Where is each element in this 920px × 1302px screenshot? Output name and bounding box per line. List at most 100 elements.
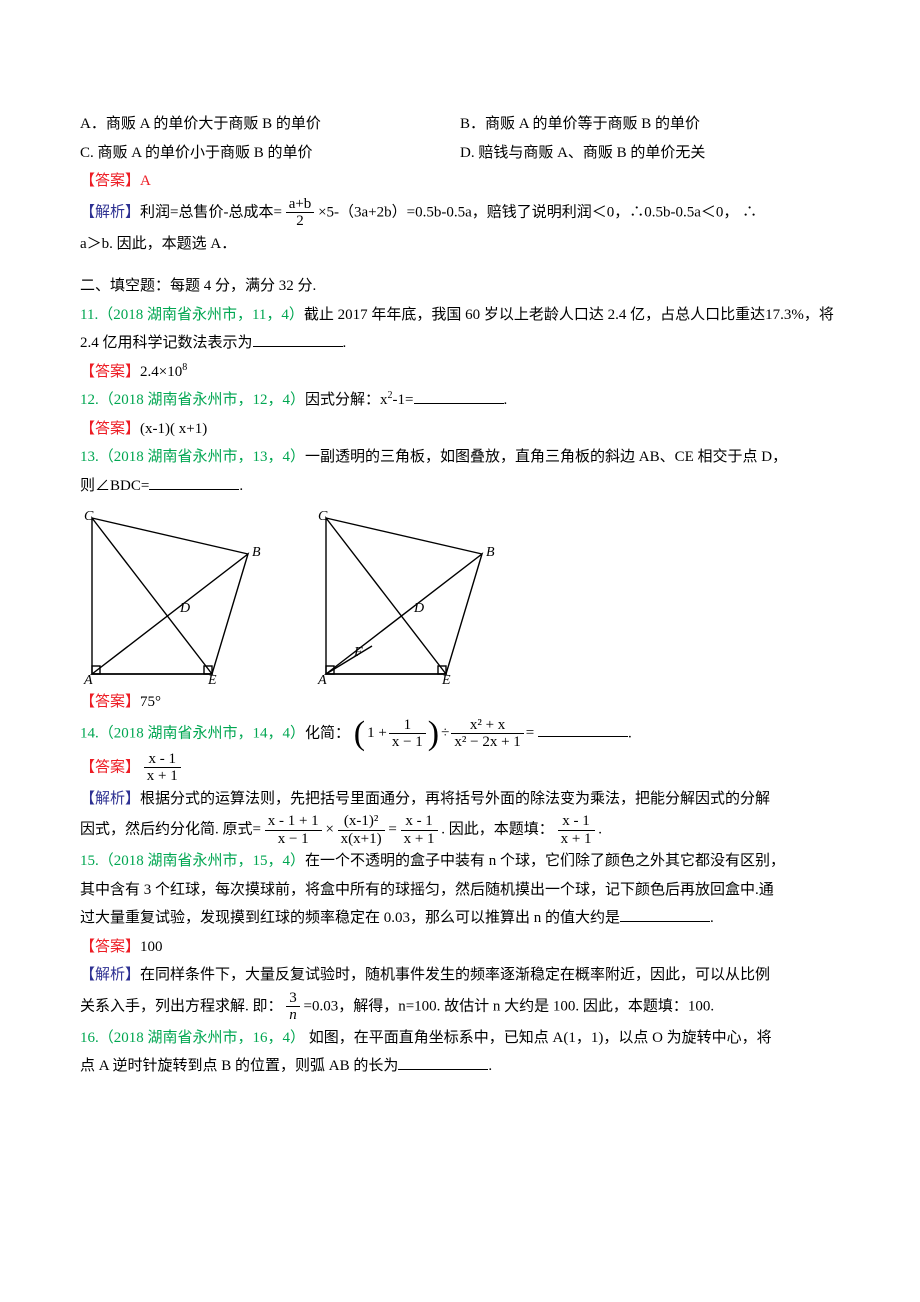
q13-answer-value: 75° <box>140 694 161 710</box>
section2-title: 二、填空题：每题 4 分，满分 32 分. <box>80 272 840 301</box>
frac-den: x − 1 <box>389 734 426 751</box>
q14-div: ÷ <box>441 719 449 748</box>
q16-line1: 16.（2018 湖南省永州市，16，4） 如图，在平面直角坐标系中，已知点 A… <box>80 1024 840 1053</box>
q13-blank <box>149 474 239 490</box>
q14-jiexi-b-pre: 因式，然后约分化简. 原式= <box>80 821 261 837</box>
q14-f4: x - 1x + 1 <box>558 813 595 847</box>
answer-label: 【答案】 <box>80 173 140 189</box>
svg-text:B: B <box>252 545 261 560</box>
q14-times: × <box>325 821 333 837</box>
answer-label: 【答案】 <box>80 759 140 775</box>
q11-blank <box>253 331 343 347</box>
q15-answer-value: 100 <box>140 939 163 955</box>
frac-num: a+b <box>286 196 315 214</box>
frac-den: x(x+1) <box>338 831 385 848</box>
q15-period: . <box>710 910 714 926</box>
q14-f2: (x-1)²x(x+1) <box>338 813 385 847</box>
q12-answer-value: (x-1)( x+1) <box>140 421 207 437</box>
q14-pre: 化简： <box>305 725 350 741</box>
q14-jiexi-line2: 因式，然后约分化简. 原式= x - 1 + 1x − 1 × (x-1)²x(… <box>80 813 840 847</box>
q11: 11.（2018 湖南省永州市，11，4）截止 2017 年年底，我国 60 岁… <box>80 301 840 358</box>
frac-den: x² − 2x + 1 <box>451 734 523 751</box>
q12-answer: 【答案】(x-1)( x+1) <box>80 415 840 444</box>
frac-den: x + 1 <box>144 768 181 785</box>
frac-num: 3 <box>286 990 300 1008</box>
svg-text:A: A <box>317 673 327 686</box>
q11-answer: 【答案】2.4×108 <box>80 358 840 387</box>
frac-num: (x-1)² <box>338 813 385 831</box>
svg-text:F: F <box>353 645 363 660</box>
q13-answer: 【答案】75° <box>80 688 840 717</box>
q16-b: 点 A 逆时针旋转到点 B 的位置，则弧 AB 的长为 <box>80 1058 398 1074</box>
q15-jiexi-a: 在同样条件下，大量反复试验时，随机事件发生的频率逐渐稳定在概率附近，因此，可以从… <box>140 967 770 983</box>
q10-answer-value: A <box>140 173 151 189</box>
q11-source: 11.（2018 湖南省永州市，11，4） <box>80 307 304 323</box>
svg-text:D: D <box>413 601 424 616</box>
q15-jiexi-line1: 【解析】在同样条件下，大量反复试验时，随机事件发生的频率逐渐稳定在概率附近，因此… <box>80 961 840 990</box>
q11-period: . <box>343 335 347 351</box>
q13-period: . <box>239 478 243 494</box>
q16-a: 如图，在平面直角坐标系中，已知点 A(1，1)，以点 O 为旋转中心，将 <box>305 1030 772 1046</box>
q14-one: 1 + <box>367 719 387 748</box>
answer-label: 【答案】 <box>80 364 140 380</box>
q15-jiexi-b-post: =0.03，解得，n=100. 故估计 n 大约是 100. 因此，本题填：10… <box>304 998 715 1014</box>
answer-label: 【答案】 <box>80 939 140 955</box>
answer-label: 【答案】 <box>80 694 140 710</box>
frac-num: x - 1 <box>558 813 595 831</box>
q10-jiexi-line2: a＞b. 因此，本题选 A． <box>80 230 840 259</box>
q10-opt-a: A．商贩 A 的单价大于商贩 B 的单价 <box>80 110 460 139</box>
q13-angle: 则∠BDC= <box>80 478 149 494</box>
frac-num: x - 1 + 1 <box>265 813 322 831</box>
q10-answer: 【答案】A <box>80 167 840 196</box>
q14-jiexi-a: 根据分式的运算法则，先把括号里面通分，再将括号外面的除法变为乘法，把能分解因式的… <box>140 791 770 807</box>
paren-r-icon: ) <box>428 717 439 751</box>
q13-figures: A E C B D A E C B D F <box>80 506 840 686</box>
svg-text:C: C <box>84 509 94 524</box>
q14-expr: ( 1 + 1 x − 1 ) ÷ x² + x x² − 2x + 1 = <box>354 717 534 751</box>
q14-f3: x - 1x + 1 <box>401 813 438 847</box>
answer-label: 【答案】 <box>80 421 140 437</box>
q14-jiexi-line1: 【解析】根据分式的运算法则，先把括号里面通分，再将括号外面的除法变为乘法，把能分… <box>80 785 840 814</box>
q16-source: 16.（2018 湖南省永州市，16，4） <box>80 1030 305 1046</box>
q15-answer: 【答案】100 <box>80 933 840 962</box>
triangle-fig-right: A E C B D F <box>314 506 514 686</box>
jiexi-label: 【解析】 <box>80 204 140 220</box>
q13-text: 一副透明的三角板，如图叠放，直角三角板的斜边 AB、CE 相交于点 D， <box>305 449 787 465</box>
q15-a: 在一个不透明的盒子中装有 n 个球，它们除了颜色之外其它都没有区别， <box>305 853 785 869</box>
q15-line2: 其中含有 3 个红球，每次摸球前，将盒中所有的球摇匀，然后随机摸出一个球，记下颜… <box>80 876 840 905</box>
q15-jiexi-line2: 关系入手，列出方程求解. 即： 3n =0.03，解得，n=100. 故估计 n… <box>80 990 840 1024</box>
q10-jiexi-line1: 【解析】利润=总售价-总成本= a+b 2 ×5-（3a+2b）=0.5b-0.… <box>80 196 840 230</box>
q14-blank <box>538 721 628 737</box>
svg-text:B: B <box>486 545 495 560</box>
q14-mid: . 因此，本题填： <box>441 821 554 837</box>
q16-blank <box>398 1054 488 1070</box>
q10-jiexi-a: 利润=总售价-总成本= <box>140 204 282 220</box>
q12: 12.（2018 湖南省永州市，12，4）因式分解：x2-1=. <box>80 386 840 415</box>
q14-source: 14.（2018 湖南省永州市，14，4） <box>80 725 305 741</box>
q14-end: . <box>598 821 602 837</box>
q14: 14.（2018 湖南省永州市，14，4）化简： ( 1 + 1 x − 1 )… <box>80 717 840 751</box>
q11-answer-value: 2.4×10 <box>140 364 182 380</box>
svg-text:A: A <box>83 673 93 686</box>
jiexi-label: 【解析】 <box>80 967 140 983</box>
q10-opt-b: B．商贩 A 的单价等于商贩 B 的单价 <box>460 110 840 139</box>
q14-period: . <box>628 725 632 741</box>
jiexi-label: 【解析】 <box>80 791 140 807</box>
q13-line2: 则∠BDC=. <box>80 472 840 501</box>
frac-den: x + 1 <box>558 831 595 848</box>
q13-line1: 13.（2018 湖南省永州市，13，4）一副透明的三角板，如图叠放，直角三角板… <box>80 443 840 472</box>
q14-right-frac: x² + x x² − 2x + 1 <box>451 717 523 751</box>
q12-source: 12.（2018 湖南省永州市，12，4） <box>80 392 305 408</box>
svg-text:D: D <box>179 601 190 616</box>
q14-eq2: = <box>388 821 396 837</box>
q15-blank <box>620 906 710 922</box>
frac-den: x − 1 <box>265 831 322 848</box>
frac-den: x + 1 <box>401 831 438 848</box>
q13-source: 13.（2018 湖南省永州市，13，4） <box>80 449 305 465</box>
q14-f1: x - 1 + 1x − 1 <box>265 813 322 847</box>
q10-opt-c: C. 商贩 A 的单价小于商贩 B 的单价 <box>80 139 460 168</box>
q16-line2: 点 A 逆时针旋转到点 B 的位置，则弧 AB 的长为. <box>80 1052 840 1081</box>
q15-jiexi-b-pre: 关系入手，列出方程求解. 即： <box>80 998 283 1014</box>
q15-line3: 过大量重复试验，发现摸到红球的频率稳定在 0.03，那么可以推算出 n 的值大约… <box>80 904 840 933</box>
q10-opt-d: D. 赔钱与商贩 A、商贩 B 的单价无关 <box>460 139 840 168</box>
